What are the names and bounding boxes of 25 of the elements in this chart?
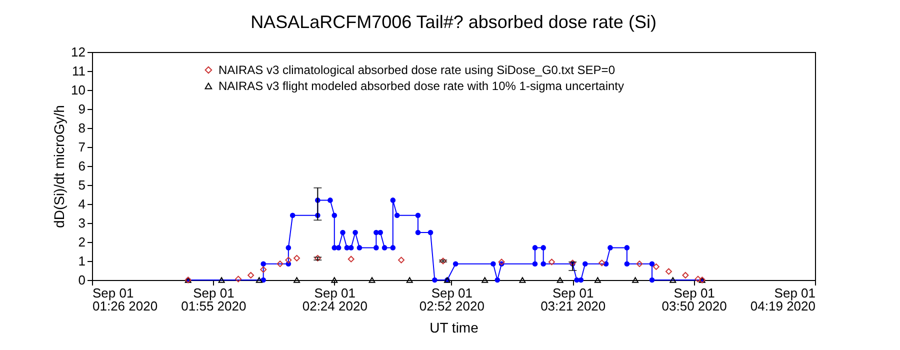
x-axis-title: UT time bbox=[430, 320, 479, 336]
y-tick-label: 9 bbox=[78, 102, 86, 116]
y-tick-label: 5 bbox=[78, 178, 86, 192]
y-tick-label: 2 bbox=[78, 234, 86, 250]
y-tick-label: 4 bbox=[78, 196, 86, 212]
y-tick-label: 3 bbox=[78, 216, 86, 230]
y-tick-label: 0 bbox=[78, 272, 86, 288]
x-tick-label: Sep 01 03:50 2020 bbox=[662, 286, 727, 314]
x-tick-label: Sep 01 04:19 2020 bbox=[750, 286, 816, 314]
y-tick-label: 1 bbox=[78, 254, 86, 268]
x-tick-label: Sep 01 03:21 2020 bbox=[540, 286, 606, 314]
legend-label: NAIRAS v3 climatological absorbed dose rate using SiDose_G0.txt SEP=0 bbox=[218, 63, 616, 77]
y-tick-label: 11 bbox=[72, 64, 86, 78]
x-tick-label: Sep 01 02:24 2020 bbox=[302, 286, 368, 314]
x-tick-label: Sep 01 02:52 2020 bbox=[419, 286, 484, 314]
x-tick-label: Sep 01 01:26 2020 bbox=[92, 286, 158, 314]
y-axis-title: dD(Si)/dt microGy/h bbox=[51, 105, 68, 228]
x-tick-label: Sep 01 01:55 2020 bbox=[181, 286, 246, 314]
legend-label: NAIRAS v3 flight modeled absorbed dose rate with 10% 1-sigma uncertainty bbox=[218, 79, 624, 93]
y-tick-label: 8 bbox=[78, 120, 86, 136]
y-tick-label: 6 bbox=[78, 158, 86, 174]
y-tick-label: 7 bbox=[78, 140, 86, 154]
y-tick-label: 10 bbox=[71, 82, 86, 98]
y-tick-label: 12 bbox=[71, 44, 86, 60]
chart-title: NASALaRCFM7006 Tail#? absorbed dose rate (Si) bbox=[250, 12, 656, 32]
